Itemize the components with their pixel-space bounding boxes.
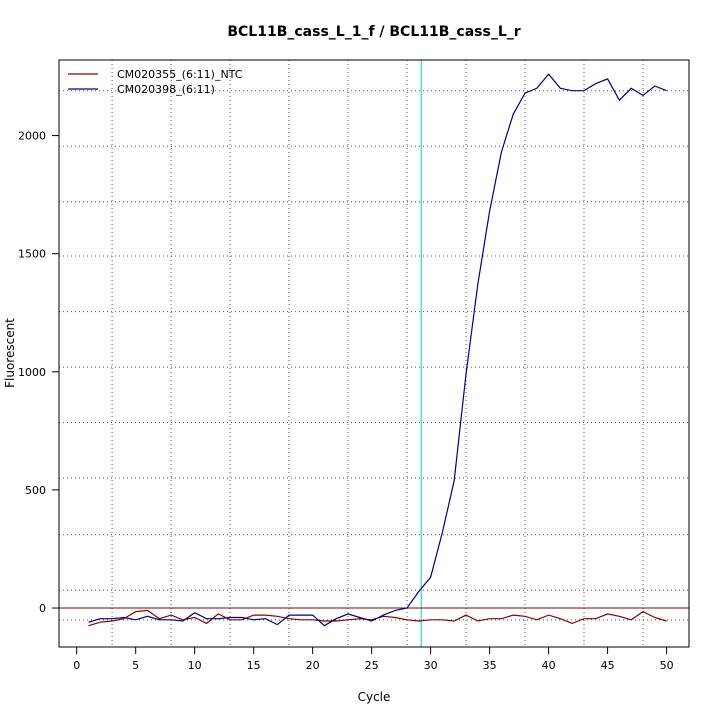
x-axis-label: Cycle bbox=[358, 690, 391, 704]
y-tick-label: 1500 bbox=[18, 248, 46, 261]
plot-frame bbox=[58, 59, 690, 648]
series-lines bbox=[88, 73, 667, 627]
legend-label-2: CM020398_(6:11) bbox=[117, 83, 215, 96]
series-line-2 bbox=[88, 73, 667, 627]
x-tick-label: 20 bbox=[306, 659, 320, 672]
x-tick-label: 50 bbox=[660, 659, 674, 672]
y-axis: 0 500 1000 1500 2000 bbox=[18, 130, 59, 615]
x-tick-label: 30 bbox=[424, 659, 438, 672]
y-tick-label: 500 bbox=[25, 484, 46, 497]
chart-title: BCL11B_cass_L_1_f / BCL11B_cass_L_r bbox=[227, 24, 520, 40]
x-tick-label: 15 bbox=[247, 659, 261, 672]
y-tick-label: 1000 bbox=[18, 366, 46, 379]
x-tick-label: 40 bbox=[542, 659, 556, 672]
y-tick-label: 0 bbox=[39, 602, 46, 615]
legend-label-1: CM020355_(6:11)_NTC bbox=[117, 68, 243, 81]
legend: CM020355_(6:11)_NTC CM020398_(6:11) bbox=[68, 68, 243, 96]
x-tick-label: 45 bbox=[601, 659, 615, 672]
x-tick-label: 5 bbox=[132, 659, 139, 672]
x-axis: 0 5 10 15 20 25 30 35 40 45 50 bbox=[73, 647, 674, 672]
grid bbox=[59, 60, 689, 647]
x-tick-label: 35 bbox=[483, 659, 497, 672]
x-tick-label: 0 bbox=[73, 659, 80, 672]
y-tick-label: 2000 bbox=[18, 130, 46, 143]
x-tick-label: 25 bbox=[365, 659, 379, 672]
x-tick-label: 10 bbox=[188, 659, 202, 672]
y-axis-label: Fluorescent bbox=[3, 318, 17, 388]
